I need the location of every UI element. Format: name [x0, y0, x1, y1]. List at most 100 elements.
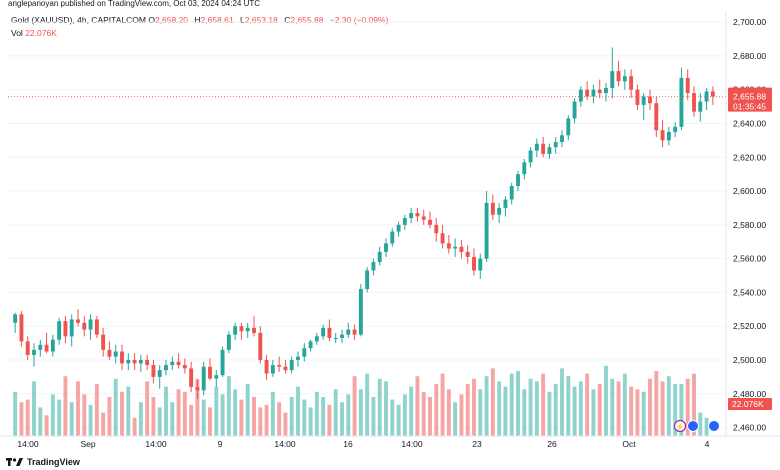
last-price-badge	[728, 87, 772, 112]
volume-bar	[233, 389, 238, 436]
y-tick-label: 2,460.00	[733, 423, 766, 433]
candle-body	[226, 334, 231, 350]
candle-body	[220, 349, 225, 376]
volume-bar	[182, 391, 187, 436]
volume-bar	[553, 384, 558, 436]
volume-bar	[258, 407, 263, 436]
candle-body	[151, 365, 156, 377]
economic-event-icon[interactable]	[673, 419, 687, 433]
volume-bar	[57, 399, 62, 436]
volume-bar	[585, 373, 590, 436]
candle-body	[352, 329, 357, 335]
price-chart[interactable]: 2,700.002,680.002,660.002,640.002,620.00…	[0, 0, 780, 455]
x-tick-label: 16	[343, 439, 353, 449]
volume-bar	[270, 391, 275, 436]
volume-bar	[673, 384, 678, 436]
candle-body	[50, 339, 55, 352]
volume-bar	[472, 378, 476, 436]
volume-bar	[365, 373, 370, 436]
volume-bar	[283, 412, 288, 436]
volume-bar	[277, 402, 282, 436]
volume-bar	[497, 381, 502, 436]
volume-bar	[358, 389, 363, 436]
candle-body	[296, 356, 300, 360]
volume-bar	[107, 397, 112, 436]
volume-bar	[220, 394, 225, 436]
candle-body	[560, 135, 564, 143]
candle-body	[384, 243, 388, 252]
volume-bar	[428, 397, 432, 436]
lightning-icon: ⚡	[676, 422, 685, 431]
volume-bar	[201, 399, 206, 436]
candle-body	[534, 143, 539, 151]
x-tick-label: 14:00	[17, 439, 39, 449]
footer: TradingView	[0, 455, 780, 470]
volume-bar	[25, 399, 30, 436]
candle-body	[402, 218, 407, 225]
volume-bar	[170, 402, 175, 436]
us-flag-event-icon[interactable]	[708, 420, 720, 432]
candle-body	[478, 258, 483, 271]
candle-body	[302, 348, 307, 357]
volume-bar	[641, 391, 646, 436]
volume-bar	[459, 394, 464, 436]
y-tick-label: 2,640.00	[733, 118, 766, 128]
candle-body	[654, 103, 659, 131]
candle-body	[283, 366, 288, 371]
candle-body	[641, 96, 646, 105]
volume-bar	[434, 384, 439, 436]
candle-body	[88, 319, 93, 330]
symbol-name[interactable]: Gold (XAUUSD), 4h, CAPITALCOM	[11, 15, 146, 25]
volume-bar	[622, 373, 627, 436]
candle-body	[503, 199, 508, 208]
volume-bar	[176, 389, 181, 436]
volume-badge	[728, 398, 772, 410]
volume-bar	[402, 394, 407, 436]
us-flag-event-icon[interactable]	[687, 420, 699, 432]
candle-body	[164, 365, 168, 371]
volume-bar	[572, 386, 577, 436]
countdown-label: 01:35:45	[733, 102, 766, 112]
volume-bar	[352, 376, 357, 436]
volume-bar	[396, 404, 401, 436]
candle-body	[44, 344, 49, 352]
volume-bar	[19, 402, 24, 436]
volume-bar	[610, 378, 615, 436]
candle-body	[409, 213, 414, 219]
volume-bar	[195, 378, 200, 436]
open-label: O	[148, 15, 155, 25]
candle-body	[13, 314, 18, 323]
y-tick-label: 2,600.00	[733, 186, 766, 196]
candle-body	[666, 131, 671, 141]
volume-bar	[679, 384, 684, 436]
volume-bar	[566, 376, 571, 436]
x-tick-label: 23	[472, 439, 482, 449]
candle-body	[157, 370, 162, 377]
candle-body	[490, 202, 495, 215]
volume-bar	[409, 386, 414, 436]
candle-body	[509, 185, 514, 200]
candle-body	[32, 349, 36, 355]
volume-bar	[82, 394, 87, 436]
volume-bar	[654, 371, 659, 436]
change-value: −2.30 (−0.09%)	[329, 15, 389, 25]
candle-body	[465, 251, 470, 257]
close-value: 2,655.88	[290, 15, 324, 25]
volume-bar	[604, 365, 608, 436]
volume-bar	[629, 386, 634, 436]
volume-bar	[509, 373, 514, 436]
candle-body	[289, 359, 294, 371]
x-tick-label: 14:00	[145, 439, 167, 449]
candle-body	[69, 319, 74, 337]
candle-body	[710, 91, 715, 97]
volume-bar	[69, 402, 74, 436]
volume-bar	[308, 407, 313, 436]
volume-bar	[591, 389, 596, 436]
x-tick-label: 4	[705, 439, 710, 449]
candle-body	[195, 387, 200, 391]
volume-bar	[698, 412, 703, 436]
volume-bar	[534, 381, 539, 436]
volume-bar	[76, 381, 80, 436]
candle-body	[685, 77, 690, 94]
low-label: L	[240, 15, 245, 25]
